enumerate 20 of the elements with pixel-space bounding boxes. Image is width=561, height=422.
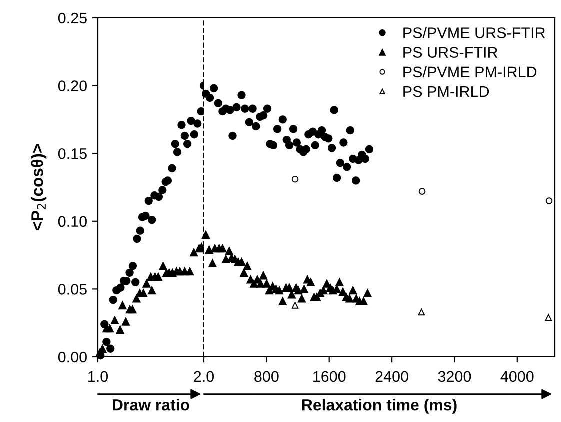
- x-tick-label: 2400: [376, 371, 408, 382]
- x-tick-label: 1600: [314, 371, 346, 382]
- x-axis-title: Draw ratio: [113, 399, 190, 411]
- x-tick-label: 3200: [438, 371, 472, 382]
- y-axis-title: <P$_{2}$(cosθ)>: [31, 144, 47, 231]
- y-tick-label: 0.10: [58, 216, 87, 228]
- legend-label: PS URS-FTIR: [404, 47, 498, 58]
- x-tick-label: 4000: [500, 371, 534, 382]
- legend-label: PS PM-IRLD: [404, 86, 490, 98]
- y-tick-label: 0.20: [58, 80, 87, 92]
- y-tick-label: 0.25: [58, 12, 87, 24]
- x-axis-title: Relaxation time (ms): [302, 399, 457, 414]
- x-tick-label: 2.0: [194, 371, 214, 382]
- y-tick-label: 0.15: [58, 148, 87, 160]
- legend-label: PS/PVME PM-IRLD: [404, 66, 537, 78]
- x-tick-label: 800: [254, 371, 279, 382]
- y-tick-label: 0.00: [58, 352, 87, 363]
- x-tick-label: 1.0: [88, 371, 108, 382]
- y-tick-label: 0.05: [58, 284, 87, 295]
- legend-label: PS/PVME URS-FTIR: [404, 27, 546, 38]
